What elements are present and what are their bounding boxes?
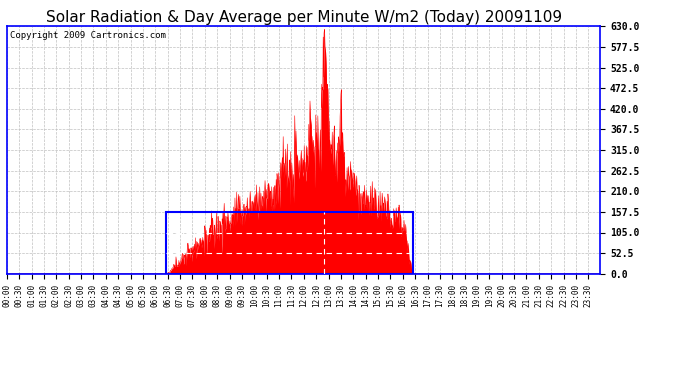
Title: Solar Radiation & Day Average per Minute W/m2 (Today) 20091109: Solar Radiation & Day Average per Minute…: [46, 10, 562, 25]
Bar: [166, 212, 413, 274]
Text: Copyright 2009 Cartronics.com: Copyright 2009 Cartronics.com: [10, 31, 166, 40]
